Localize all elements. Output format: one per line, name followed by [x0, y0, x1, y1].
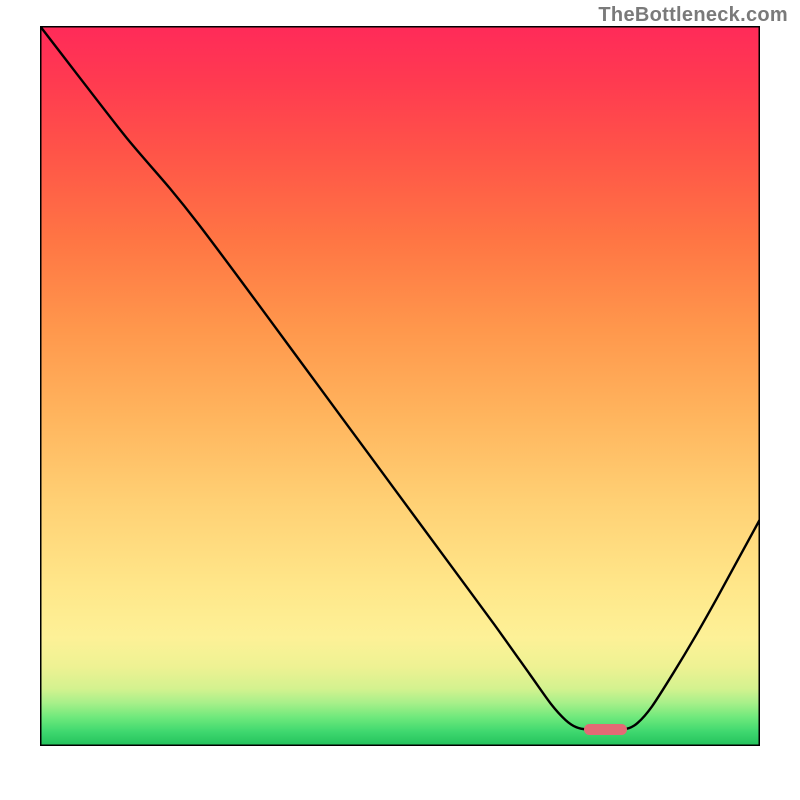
plot-area — [40, 26, 760, 746]
optimum-marker — [584, 724, 627, 736]
chart-svg — [40, 26, 760, 746]
gradient-background — [40, 26, 760, 746]
watermark-text: TheBottleneck.com — [598, 4, 788, 27]
